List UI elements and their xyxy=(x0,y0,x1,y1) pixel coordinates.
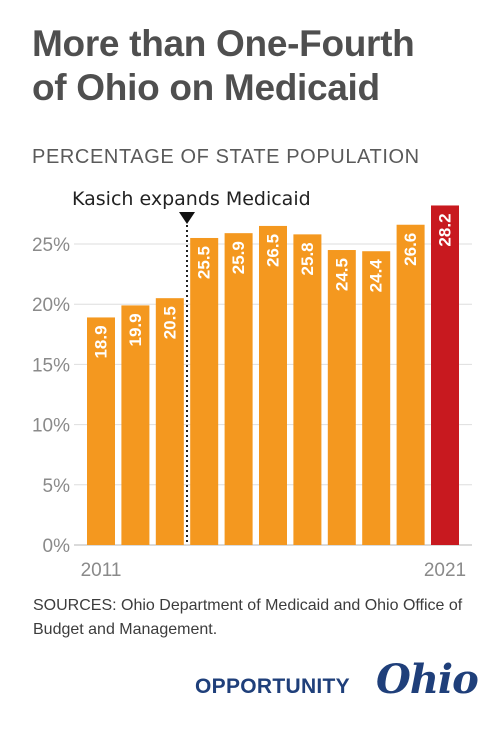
chart-title-line-1: More than One-Fourth xyxy=(32,23,415,64)
data-label: 26.5 xyxy=(264,234,283,267)
bar xyxy=(396,224,425,545)
data-label: 19.9 xyxy=(126,313,145,346)
data-label: 25.9 xyxy=(229,241,248,274)
y-tick-label: 10% xyxy=(32,416,70,437)
bar xyxy=(259,225,287,545)
chart-title: More than One-Fourth of Ohio on Medicaid xyxy=(32,22,482,110)
bar xyxy=(362,251,391,545)
bar-chart: 18.9 19.9 20.5 25.5 25.9 26.5 25.8 24.5 24.4 26.6… xyxy=(32,188,472,581)
logo-wordmark: OPPORTUNITY xyxy=(195,675,350,698)
bar xyxy=(431,205,459,546)
bar xyxy=(293,234,322,546)
annotation-marker-icon xyxy=(179,212,195,224)
bar xyxy=(87,317,115,545)
x-tick-label: 2011 xyxy=(81,560,122,581)
data-label: 20.5 xyxy=(160,306,179,339)
y-tick-label: 0% xyxy=(43,536,71,557)
bar xyxy=(190,237,219,546)
bar xyxy=(155,298,184,545)
bar xyxy=(327,250,356,545)
y-tick-label: 5% xyxy=(43,476,71,497)
bar xyxy=(224,233,253,545)
opportunity-ohio-logo: OPPORTUNITY Ohio xyxy=(178,652,479,714)
bar xyxy=(121,305,150,545)
data-label: 24.4 xyxy=(367,259,386,293)
data-label: 24.5 xyxy=(332,258,351,291)
annotation-label: Kasich expands Medicaid xyxy=(72,188,311,210)
x-tick-label: 2021 xyxy=(424,560,466,581)
y-tick-label: 15% xyxy=(32,355,70,376)
chart-title-line-2: of Ohio on Medicaid xyxy=(32,67,380,108)
sources-note: SOURCES: Ohio Department of Medicaid and… xyxy=(33,597,463,638)
data-label: 26.6 xyxy=(401,233,420,266)
data-label: 28.2 xyxy=(436,213,455,246)
logo-script: Ohio xyxy=(376,656,479,703)
y-tick-label: 25% xyxy=(32,235,70,256)
data-label: 25.8 xyxy=(298,242,317,275)
data-label: 25.5 xyxy=(195,246,214,279)
y-tick-label: 20% xyxy=(32,295,70,316)
data-label: 18.9 xyxy=(92,325,111,358)
chart-subtitle: PERCENTAGE OF STATE POPULATION xyxy=(32,146,420,168)
